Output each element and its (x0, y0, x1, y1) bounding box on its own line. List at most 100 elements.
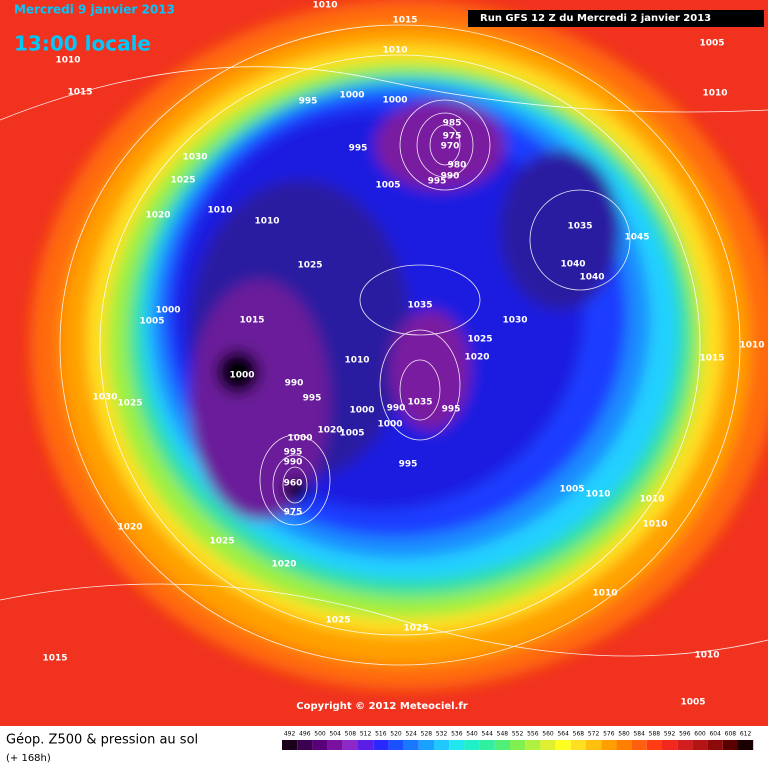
legend-swatch (297, 740, 313, 750)
isobar-label: 990 (387, 404, 406, 414)
isobar-label: 1005 (680, 698, 705, 708)
isobar-label: 1045 (624, 233, 649, 243)
isobar-label: 995 (428, 177, 447, 187)
legend-swatch (646, 740, 662, 750)
legend-swatch (707, 740, 723, 750)
isobar-label: 1005 (699, 39, 724, 49)
legend-swatch (342, 740, 358, 750)
run-banner (468, 10, 764, 27)
lead-time: (+ 168h) (6, 753, 51, 764)
legend-label: 556 (527, 731, 539, 738)
isobar-label: 1030 (92, 393, 117, 403)
legend-label: 512 (360, 731, 372, 738)
legend-label: 520 (390, 731, 402, 738)
isobar-label: 975 (443, 132, 462, 142)
isobar-label: 1005 (139, 317, 164, 327)
legend-swatch (601, 740, 617, 750)
legend-label: 532 (436, 731, 448, 738)
legend-swatch (418, 740, 434, 750)
legend-label: 580 (618, 731, 630, 738)
legend-label: 536 (451, 731, 463, 738)
legend-label: 588 (649, 731, 661, 738)
isobar-label: 1000 (229, 371, 254, 381)
isobar-label: 1010 (344, 356, 369, 366)
legend-swatch (722, 740, 738, 750)
legend-swatch (388, 740, 404, 750)
isobar-label: 980 (448, 161, 467, 171)
legend-swatch (312, 740, 328, 750)
legend-swatch (570, 740, 586, 750)
legend-label: 552 (512, 731, 524, 738)
isobar-label: 1020 (317, 426, 342, 436)
isobar-label: 1010 (642, 520, 667, 530)
isobar-label: 995 (349, 144, 368, 154)
isobar-label: 1015 (67, 88, 92, 98)
isobar-label: 1010 (702, 89, 727, 99)
legend-swatch (540, 740, 556, 750)
isobars (0, 24, 768, 666)
copyright: Copyright © 2012 Meteociel.fr (296, 701, 467, 712)
geopotential-field (30, 0, 768, 690)
isobar-label: 1010 (694, 651, 719, 661)
legend-label: 504 (329, 731, 341, 738)
legend-label: 560 (542, 731, 554, 738)
isobar-label: 1015 (239, 316, 264, 326)
legend-swatch (464, 740, 480, 750)
legend-label: 508 (345, 731, 357, 738)
isobar-label: 1010 (55, 56, 80, 66)
isobar-label: 970 (441, 142, 460, 152)
isobar-label: 1015 (42, 654, 67, 664)
isobar-label: 1030 (182, 153, 207, 163)
legend-swatch (449, 740, 465, 750)
isobar-label: 1040 (560, 260, 585, 270)
legend-label: 496 (299, 731, 311, 738)
map-title: Mercredi 9 janvier 2013 (14, 3, 175, 17)
isobar-label: 1010 (585, 490, 610, 500)
isobar-label: 995 (303, 394, 322, 404)
isobar-label: 985 (443, 119, 462, 129)
isobar-label: 1025 (403, 624, 428, 634)
isobar-label: 1020 (271, 560, 296, 570)
isobar-label: 1000 (382, 96, 407, 106)
isobar-label: 960 (284, 479, 303, 489)
legend-label: 576 (603, 731, 615, 738)
legend-swatch (662, 740, 678, 750)
isobar-label: 1025 (325, 616, 350, 626)
legend-label: 540 (466, 731, 478, 738)
isobar-label: 1020 (464, 353, 489, 363)
legend-swatch (555, 740, 571, 750)
run-info: Run GFS 12 Z du Mercredi 2 janvier 2013 (480, 13, 711, 24)
isobar-label: 990 (441, 172, 460, 182)
legend-label: 516 (375, 731, 387, 738)
map-time: 13:00 locale (14, 32, 151, 56)
isobar-label: 1025 (297, 261, 322, 271)
legend-label: 572 (588, 731, 600, 738)
legend-swatch (586, 740, 602, 750)
isobar-label: 1035 (567, 222, 592, 232)
isobar-label: 1000 (287, 434, 312, 444)
isobar-label: 1015 (699, 354, 724, 364)
legend-label: 492 (284, 731, 296, 738)
isobar-label: 1010 (254, 217, 279, 227)
isobar-label: 1025 (209, 537, 234, 547)
isobar-label: 1005 (559, 485, 584, 495)
isobar-label: 1000 (155, 306, 180, 316)
isobar-label: 995 (399, 460, 418, 470)
isobar-label: 995 (284, 448, 303, 458)
isobar-label: 1000 (377, 420, 402, 430)
legend-label: 584 (633, 731, 645, 738)
legend-swatch (373, 740, 389, 750)
isobar-label: 1020 (117, 523, 142, 533)
isobar-label: 1025 (467, 335, 492, 345)
isobar-label: 990 (284, 458, 303, 468)
legend-swatch (525, 740, 541, 750)
legend-swatch (494, 740, 510, 750)
legend-swatch (692, 740, 708, 750)
legend-label: 564 (557, 731, 569, 738)
legend-swatch (403, 740, 419, 750)
legend-label: 596 (679, 731, 691, 738)
legend-swatch (677, 740, 693, 750)
legend-label: 604 (709, 731, 721, 738)
